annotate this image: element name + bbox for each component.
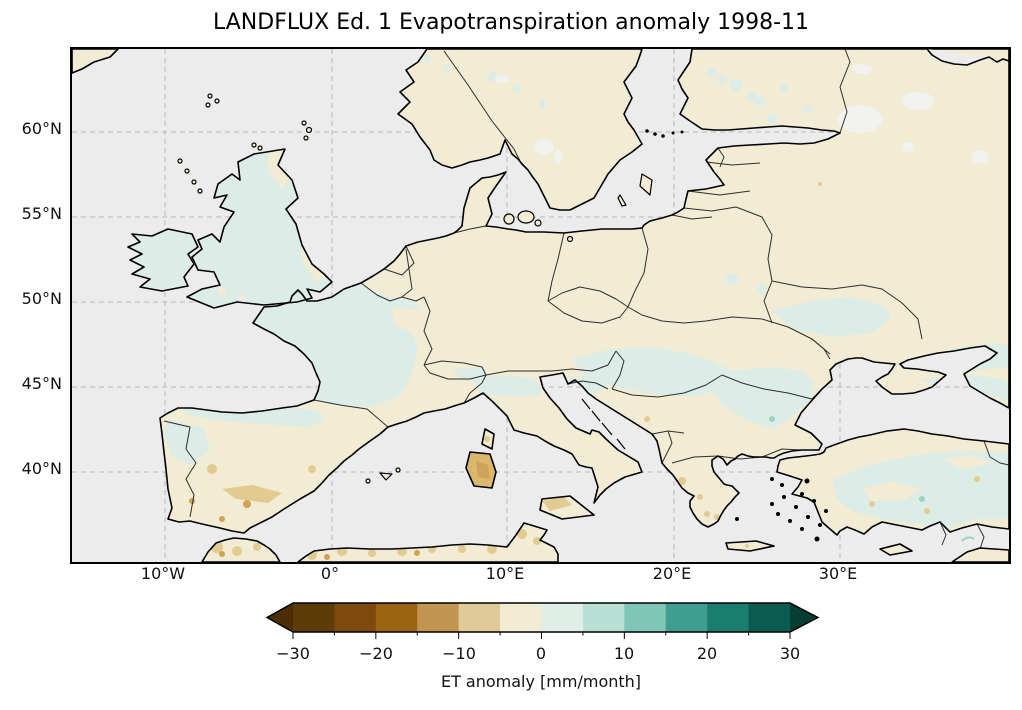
lon-tick-label: 10°W <box>140 564 186 583</box>
colorbar-extend-right <box>790 603 818 632</box>
country-borders <box>163 49 1009 550</box>
coastlines <box>72 49 1009 562</box>
colorbar-extend-left <box>267 603 293 632</box>
colorbar-tick-label: −10 <box>442 644 476 663</box>
colorbar-tick-label: 30 <box>779 644 801 663</box>
colorbar-tick-label: 10 <box>613 644 635 663</box>
colorbar-tick-label: 0 <box>535 644 547 663</box>
colorbar-tick-label: −30 <box>276 644 310 663</box>
colorbar-ticks <box>292 632 791 639</box>
small-islands <box>177 93 975 542</box>
map-plot-area <box>70 47 1011 564</box>
colorbar-tick-label: 20 <box>696 644 718 663</box>
colorbar-segments <box>293 603 791 632</box>
lat-tick-label: 50°N <box>21 289 62 308</box>
europe-map-svg <box>72 49 1009 562</box>
colorbar <box>265 602 820 639</box>
colorbar-tick-label: −20 <box>359 644 393 663</box>
lat-tick-label: 45°N <box>21 374 62 393</box>
colorbar-axis-label: ET anomaly [mm/month] <box>440 672 642 691</box>
lat-tick-label: 55°N <box>21 204 62 223</box>
lon-tick-label: 20°E <box>652 564 692 583</box>
lat-tick-label: 60°N <box>21 119 62 138</box>
lon-tick-label: 0° <box>320 564 340 583</box>
figure-title: LANDFLUX Ed. 1 Evapotranspiration anomal… <box>213 10 809 35</box>
lon-tick-label: 30°E <box>818 564 858 583</box>
lat-tick-label: 40°N <box>21 459 62 478</box>
lon-tick-label: 10°E <box>485 564 525 583</box>
